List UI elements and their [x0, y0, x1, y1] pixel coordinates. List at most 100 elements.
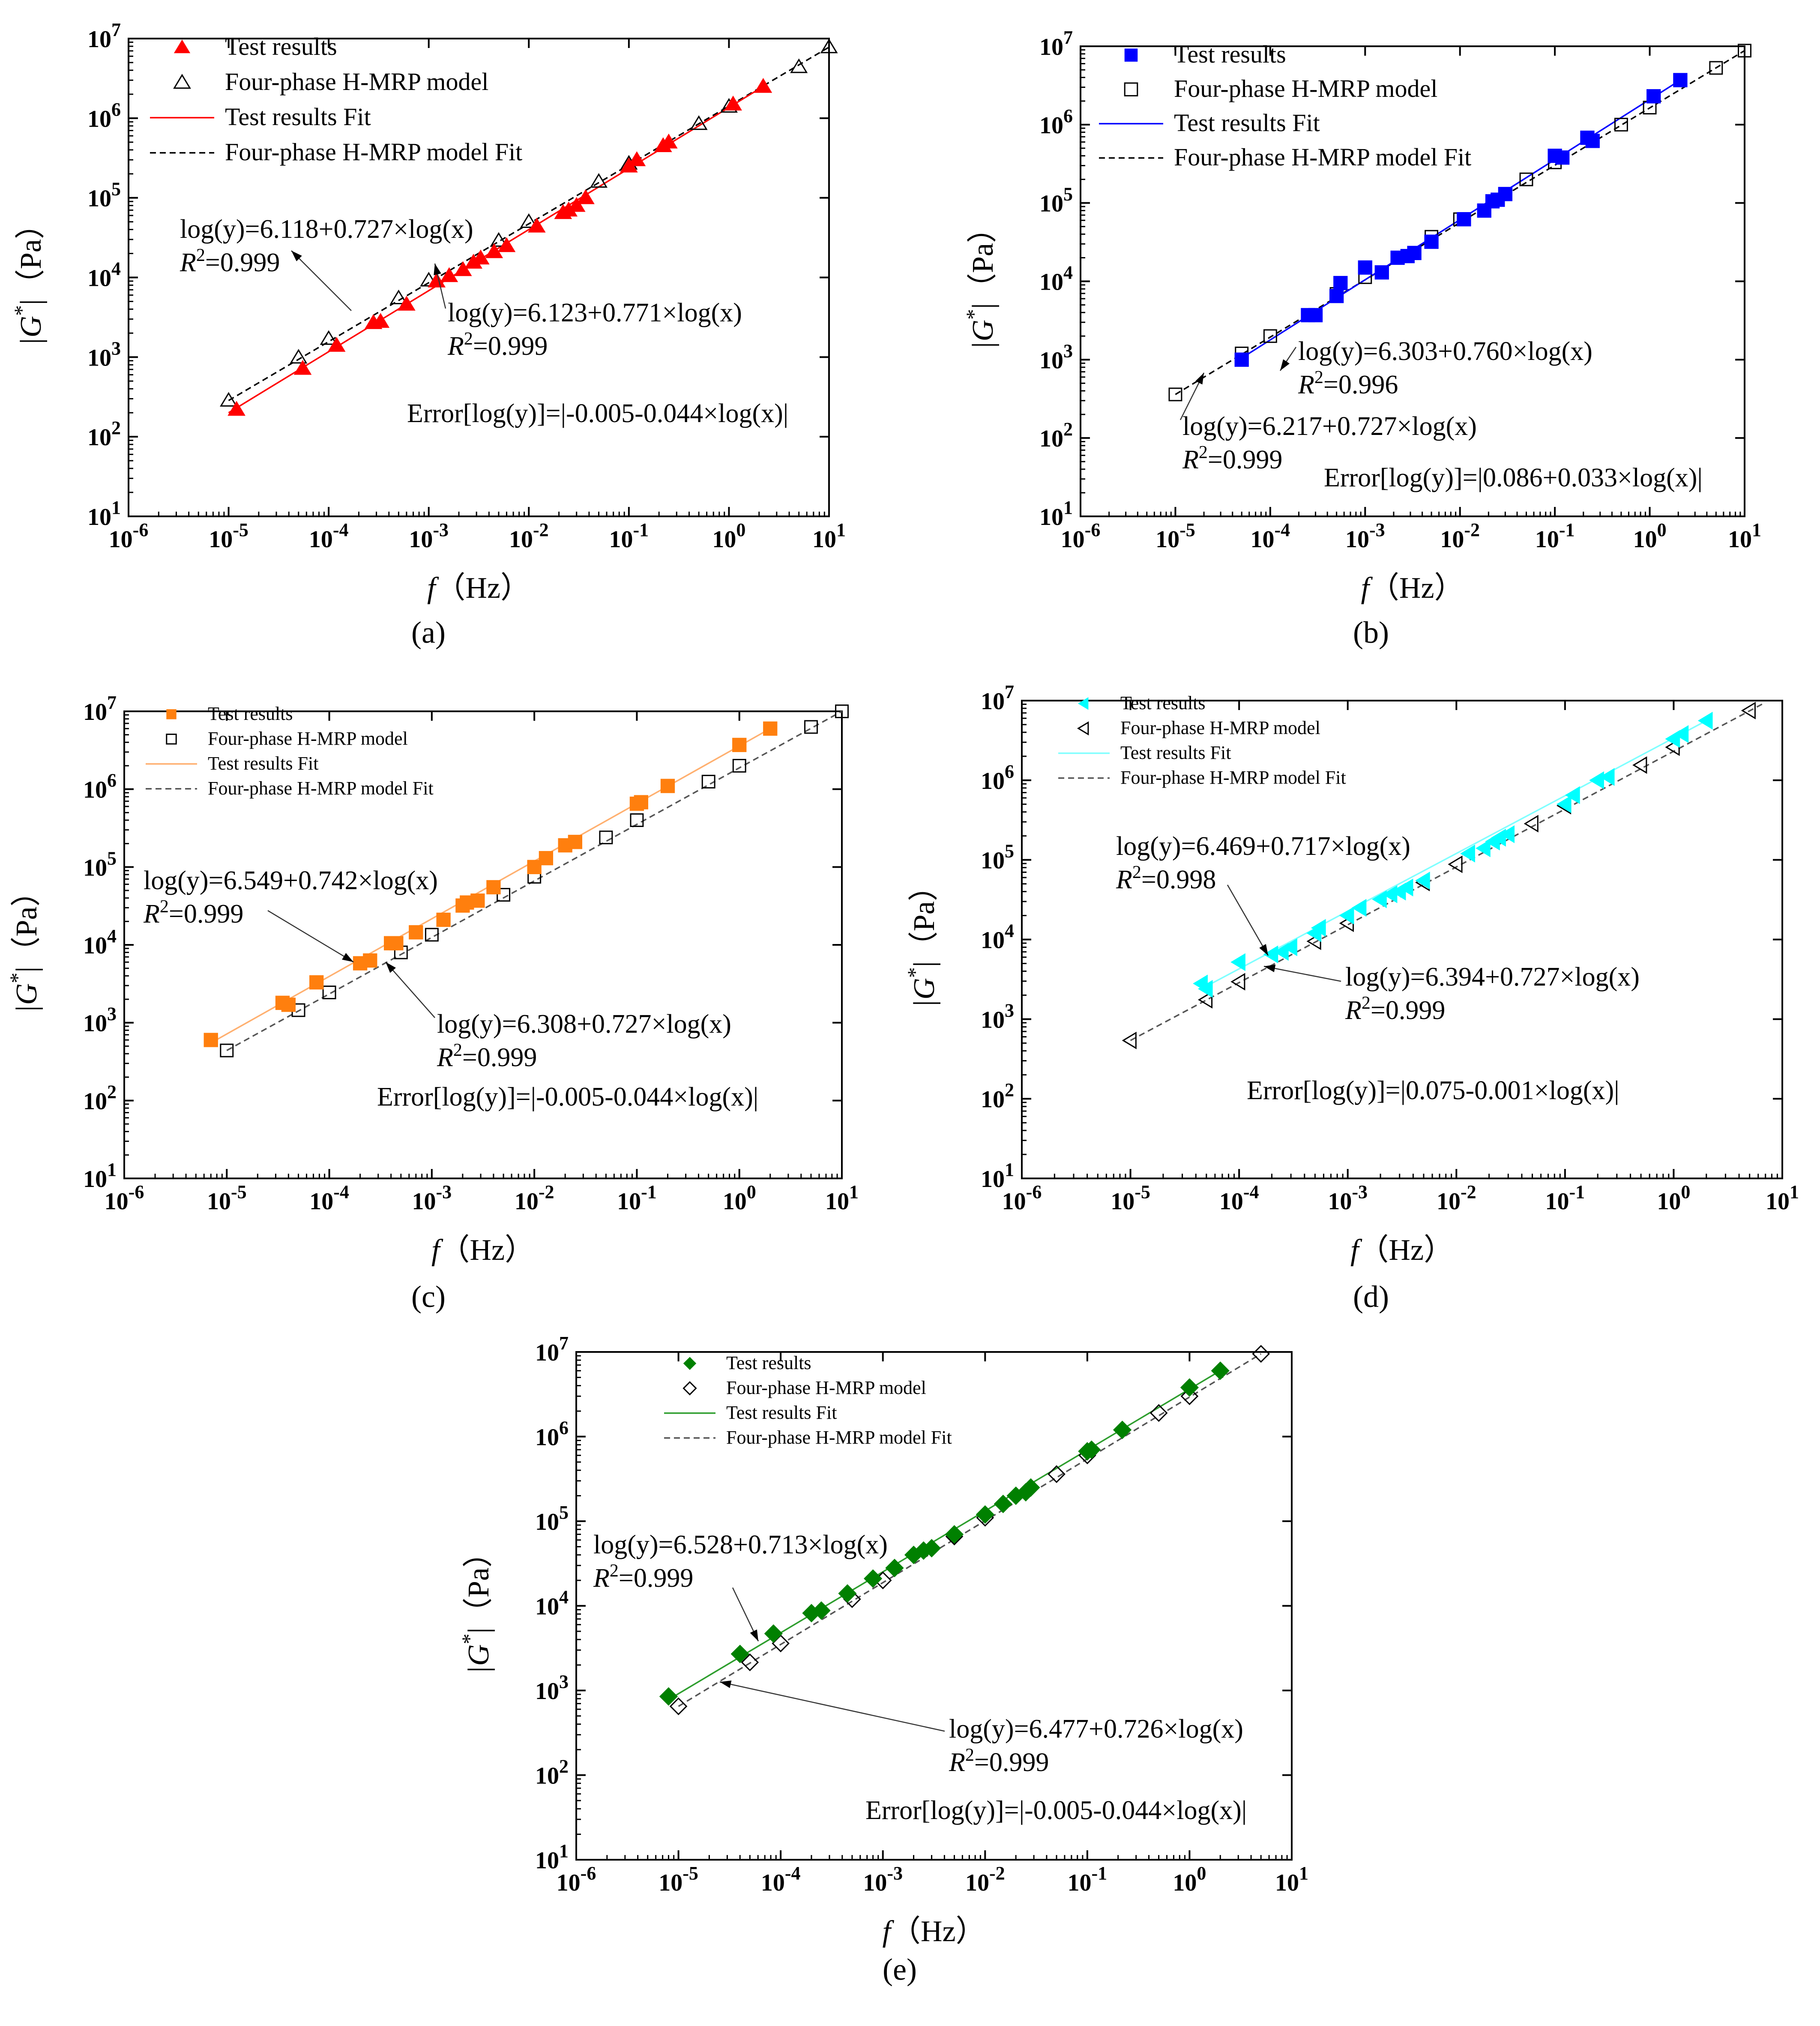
error-expression: Error[log(y)]=|-0.005-0.044×log(x)|	[377, 1082, 758, 1112]
legend-label: Test results Fit	[1174, 109, 1320, 137]
test-point	[293, 360, 312, 375]
legend-test-marker	[1124, 48, 1138, 62]
test-point	[1282, 938, 1297, 956]
test-point	[470, 893, 485, 908]
legend: Test results Four-phase H-MRP model Test r…	[1058, 692, 1346, 788]
model-point	[220, 392, 238, 407]
y-tick-label: 106	[1039, 105, 1073, 139]
model-fit-line	[228, 46, 829, 402]
model-point	[389, 289, 407, 304]
error-expression: Error[log(y)]=|0.075-0.001×log(x)|	[1247, 1076, 1619, 1105]
test-point	[1407, 246, 1422, 261]
panel-label: (d)	[1353, 1280, 1389, 1314]
test-point	[922, 1539, 941, 1558]
y-axis-label: |G*|（Pa）	[9, 209, 48, 346]
fit-equation: log(y)=6.394+0.727×log(x)	[1345, 962, 1640, 992]
x-tick-label: 10-4	[1251, 519, 1290, 553]
model-point	[669, 1697, 688, 1715]
model-point	[790, 58, 808, 73]
x-tick-label: 100	[1173, 1863, 1206, 1896]
legend-label: Four-phase H-MRP model Fit	[225, 138, 522, 166]
test-point	[628, 151, 646, 166]
test-point	[1180, 1378, 1199, 1397]
model-point	[820, 39, 838, 54]
legend: Test results Four-phase H-MRP model Test r…	[664, 1352, 952, 1448]
model-point	[320, 330, 338, 345]
y-tick-label: 106	[535, 1418, 569, 1451]
legend-label: Test results Fit	[1120, 742, 1231, 763]
x-tick-label: 10-6	[1002, 1181, 1042, 1215]
x-tick-label: 10-3	[1345, 519, 1385, 553]
x-axis-label: f（Hz）	[427, 572, 530, 605]
y-tick-label: 106	[981, 761, 1014, 794]
test-point	[812, 1601, 831, 1620]
fit-equation: log(y)=6.217+0.727×log(x)	[1182, 412, 1477, 441]
test-point	[1415, 872, 1430, 890]
test-point	[568, 835, 583, 849]
test-point	[309, 975, 324, 990]
model-fit-line	[1175, 50, 1745, 395]
y-axis-label: |G*|（Pa）	[903, 871, 941, 1008]
test-point	[497, 237, 516, 252]
legend-label: Test results	[208, 703, 293, 724]
test-point	[764, 1624, 783, 1643]
annotation-arrow	[719, 1681, 945, 1732]
x-tick-label: 101	[1275, 1863, 1308, 1896]
annotation-arrow	[385, 962, 435, 1018]
test-point	[730, 1645, 749, 1663]
annotation-arrow	[1263, 965, 1341, 982]
legend-test-marker	[683, 1357, 697, 1370]
model-point	[1741, 701, 1756, 719]
x-tick-label: 10-6	[105, 1181, 144, 1215]
x-tick-label: 100	[1633, 519, 1667, 553]
test-point	[945, 1525, 964, 1544]
annotation-arrow	[267, 910, 354, 963]
legend-test-marker	[1078, 697, 1089, 710]
x-tick-label: 10-2	[515, 1181, 554, 1215]
annotation-arrowhead	[386, 962, 396, 973]
model-point	[835, 704, 849, 718]
r-squared: R2=0.999	[447, 329, 548, 361]
test-point	[659, 1687, 678, 1706]
test-point	[885, 1558, 904, 1577]
x-tick-label: 10-5	[659, 1863, 698, 1896]
legend-label: Four-phase H-MRP model Fit	[726, 1427, 952, 1448]
model-point	[1263, 329, 1277, 343]
x-axis-label: f（Hz）	[1350, 1234, 1454, 1267]
model-point	[1180, 1387, 1199, 1406]
panel-label: (e)	[883, 1952, 917, 1987]
x-tick-label: 10-2	[509, 519, 549, 553]
test-point	[1424, 234, 1439, 249]
legend-test-marker	[166, 709, 177, 719]
x-axis-label: f（Hz）	[882, 1915, 985, 1948]
test-point	[1082, 1440, 1101, 1459]
annotation-arrowhead	[1264, 965, 1276, 972]
y-tick-label: 104	[87, 258, 121, 292]
model-point	[590, 173, 608, 188]
legend: Test results Four-phase H-MRP model Test r…	[1099, 40, 1471, 171]
test-point	[428, 273, 446, 288]
y-tick-label: 101	[1039, 497, 1073, 530]
x-tick-label: 10-1	[617, 1181, 657, 1215]
model-point	[1524, 815, 1539, 833]
test-point	[1498, 187, 1513, 201]
y-tick-label: 104	[981, 920, 1014, 954]
x-tick-label: 10-5	[1155, 519, 1195, 553]
test-point	[204, 1033, 218, 1047]
y-tick-label: 105	[1039, 184, 1073, 217]
model-fit-line	[226, 710, 842, 1051]
legend-label: Test results	[225, 33, 337, 60]
x-tick-label: 10-3	[1328, 1181, 1368, 1215]
y-axis-label: |G*|（Pa）	[457, 1537, 495, 1674]
x-tick-label: 10-6	[557, 1863, 596, 1896]
y-tick-label: 102	[1039, 419, 1073, 452]
test-point	[1372, 890, 1387, 908]
x-tick-label: 10-3	[412, 1181, 452, 1215]
model-point	[520, 213, 538, 228]
chart-c: 10-6 10-5 10-4 10-3 10-2 10-1 100 101 101 102 103 1…	[5, 692, 859, 1314]
test-point	[1211, 1361, 1230, 1380]
test-point	[1358, 260, 1372, 275]
y-tick-label: 107	[87, 19, 121, 53]
test-point	[281, 998, 296, 1012]
fit-equation: log(y)=6.477+0.726×log(x)	[949, 1714, 1243, 1744]
